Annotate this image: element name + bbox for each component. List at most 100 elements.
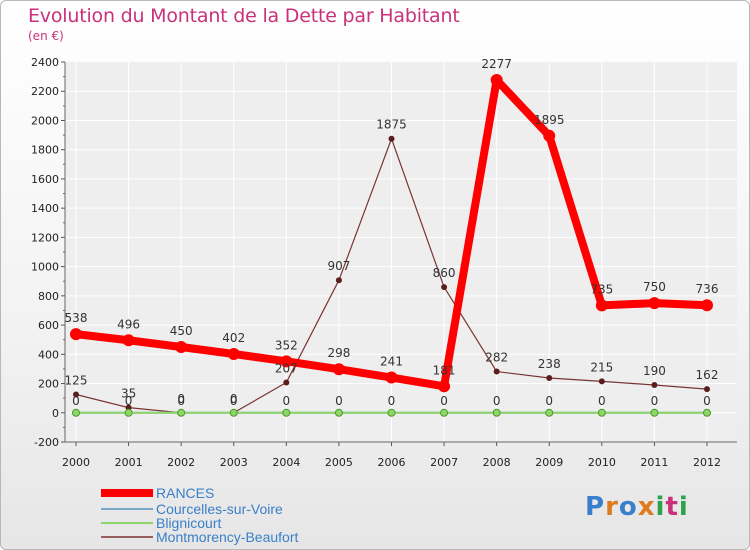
data-label: 402: [222, 331, 245, 345]
y-tick-label: -200: [34, 436, 59, 449]
data-point: [283, 379, 290, 386]
data-point: [543, 129, 556, 142]
legend-label: Courcelles-sur-Voire: [156, 501, 283, 517]
x-tick-label: 2008: [483, 456, 511, 469]
data-label: 207: [275, 362, 298, 376]
data-point: [441, 284, 448, 291]
x-tick-label: 2007: [430, 456, 458, 469]
legend-label: RANCES: [156, 485, 214, 501]
data-point: [650, 408, 659, 417]
y-tick-label: 800: [38, 290, 59, 303]
data-label: 35: [121, 387, 136, 401]
data-label: 450: [170, 324, 193, 338]
data-label: 1875: [376, 118, 407, 132]
data-point: [282, 408, 291, 417]
data-label: 125: [65, 374, 88, 388]
data-label: 0: [283, 394, 291, 408]
data-label: 0: [493, 394, 501, 408]
data-label: 860: [433, 266, 456, 280]
data-label: 750: [643, 280, 666, 294]
logo-letter: i: [655, 492, 666, 522]
y-tick-label: 2200: [31, 85, 59, 98]
data-label: 0: [545, 394, 553, 408]
data-label: 0: [598, 394, 606, 408]
data-label: 0: [230, 394, 238, 408]
data-point: [335, 277, 342, 284]
data-point: [703, 408, 711, 417]
data-label: 162: [696, 368, 719, 382]
data-point: [334, 408, 343, 417]
data-point: [388, 135, 395, 142]
data-point: [490, 73, 503, 86]
logo-letter: r: [605, 492, 619, 522]
data-point: [597, 408, 606, 417]
x-tick-label: 2005: [325, 456, 353, 469]
logo-letter: P: [585, 492, 606, 522]
data-label: 352: [275, 338, 298, 352]
data-label: 0: [177, 394, 185, 408]
data-label: 282: [485, 351, 508, 365]
y-tick-label: 2000: [31, 114, 59, 127]
data-point: [280, 355, 293, 368]
x-tick-label: 2002: [167, 456, 195, 469]
data-label: 0: [335, 394, 343, 408]
y-tick-label: 400: [38, 348, 59, 361]
chart-unit-label: (en €): [28, 29, 64, 43]
proxiti-logo: Proxiti: [585, 492, 689, 522]
x-tick-label: 2010: [588, 456, 616, 469]
data-point: [385, 371, 398, 384]
data-point: [493, 368, 500, 375]
data-label: 735: [590, 282, 613, 296]
data-label: 190: [643, 364, 666, 378]
data-point: [70, 328, 82, 341]
data-label: 241: [380, 355, 403, 369]
data-point: [175, 341, 188, 353]
y-tick-label: 200: [38, 378, 59, 391]
data-point: [701, 299, 713, 312]
data-point: [229, 408, 238, 417]
y-tick-label: 600: [38, 319, 59, 332]
data-label: 215: [590, 360, 613, 374]
y-tick-label: 1400: [31, 202, 59, 215]
data-label: 0: [388, 394, 396, 408]
data-point: [545, 408, 554, 417]
y-tick-label: 2400: [31, 56, 59, 69]
y-tick-label: 0: [52, 407, 59, 420]
data-point: [227, 348, 240, 361]
data-label: 907: [327, 259, 350, 273]
data-point: [492, 408, 501, 417]
logo-letter: t: [665, 492, 679, 522]
data-label: 2277: [481, 57, 512, 71]
data-point: [332, 363, 345, 376]
logo-letter: x: [637, 492, 656, 522]
x-tick-label: 2006: [378, 456, 406, 469]
x-tick-label: 2009: [535, 456, 563, 469]
data-point: [440, 408, 449, 417]
data-point: [387, 408, 396, 417]
data-label: 0: [440, 394, 448, 408]
x-tick-label: 2001: [115, 456, 143, 469]
data-point: [546, 374, 553, 381]
x-tick-label: 2003: [220, 456, 248, 469]
data-point: [651, 382, 658, 388]
y-tick-label: 1200: [31, 231, 59, 244]
data-point: [72, 408, 80, 417]
data-label: 0: [125, 394, 133, 408]
data-point: [122, 334, 135, 347]
legend-label: Montmorency-Beaufort: [156, 529, 299, 545]
data-label: 298: [327, 346, 350, 360]
x-tick-label: 2012: [693, 456, 721, 469]
data-label: 0: [72, 394, 80, 408]
x-tick-label: 2000: [62, 456, 90, 469]
y-tick-label: 1000: [31, 261, 59, 274]
data-point: [177, 408, 186, 417]
logo-letter: o: [618, 492, 638, 522]
data-point: [595, 299, 608, 312]
data-point: [704, 386, 710, 393]
y-tick-label: 1600: [31, 173, 59, 186]
data-label: 538: [65, 311, 88, 325]
data-label: 0: [651, 394, 659, 408]
data-point: [124, 408, 133, 417]
